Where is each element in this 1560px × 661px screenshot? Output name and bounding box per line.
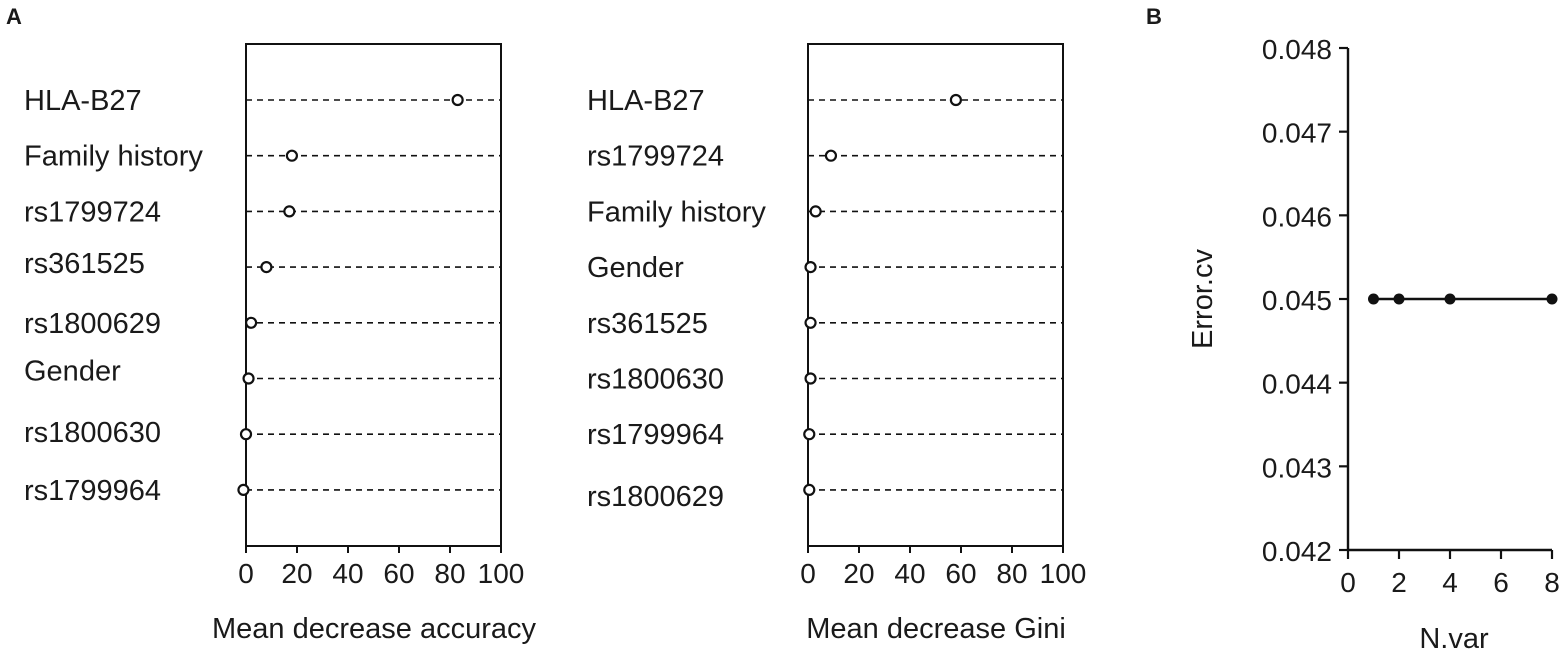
- x-tick-label: 20: [281, 558, 312, 589]
- x-tick-label: 6: [1493, 567, 1509, 598]
- x-tick-label: 8: [1544, 567, 1560, 598]
- y-tick-label: 0.048: [1262, 34, 1332, 65]
- y-tick-label: 0.043: [1262, 452, 1332, 483]
- category-label: rs1799724: [24, 196, 161, 228]
- x-tick-label: 2: [1391, 567, 1407, 598]
- x-tick-label: 0: [800, 558, 816, 589]
- x-tick-label: 0: [1340, 567, 1356, 598]
- x-tick-label: 0: [238, 558, 254, 589]
- category-label: Family history: [587, 196, 766, 228]
- category-label: rs361525: [24, 248, 145, 280]
- error-cv-line-chart: 0.042 0.043 0.044 0.045 0.046 0.047 0.048 0 2 4 6 8…: [1187, 34, 1560, 655]
- data-point: [283, 205, 296, 218]
- data-point: [1368, 293, 1379, 305]
- x-tick-label: 100: [1040, 558, 1087, 589]
- x-tick-label: 20: [843, 558, 874, 589]
- x-tick-label: 60: [383, 558, 414, 589]
- category-label: HLA-B27: [24, 85, 142, 117]
- category-label: rs1799964: [587, 419, 724, 451]
- plot-frame: [245, 43, 502, 547]
- data-point: [242, 372, 255, 385]
- data-point: [809, 205, 822, 218]
- category-label: rs1800630: [24, 417, 161, 449]
- x-axis-title: Mean decrease accuracy: [212, 613, 536, 645]
- x-tick-label: 4: [1442, 567, 1458, 598]
- y-tick-label: 0.046: [1262, 201, 1332, 232]
- x-tick-label: 40: [332, 558, 363, 589]
- data-point: [824, 149, 838, 162]
- plot-frame: [807, 43, 1064, 547]
- data-point: [804, 372, 817, 385]
- category-label: Family history: [24, 141, 203, 173]
- category-label: Gender: [587, 252, 684, 284]
- y-axis-title: Error.cv: [1187, 249, 1219, 349]
- x-tick-label: 100: [478, 558, 525, 589]
- data-point: [239, 428, 253, 441]
- data-point: [260, 261, 273, 274]
- x-tick-label: 80: [996, 558, 1027, 589]
- y-tick-label: 0.042: [1262, 536, 1332, 567]
- data-point: [804, 316, 817, 329]
- category-label: rs1799724: [587, 141, 724, 173]
- x-tick-label: 60: [945, 558, 976, 589]
- category-label: rs1800630: [587, 364, 724, 396]
- category-label: rs361525: [587, 308, 708, 340]
- x-tick-label: 80: [434, 558, 465, 589]
- data-point: [245, 316, 258, 329]
- data-point: [803, 428, 816, 441]
- data-point: [803, 483, 816, 496]
- y-tick-label: 0.045: [1262, 285, 1332, 316]
- x-axis-title: N.var: [1419, 623, 1489, 655]
- panel-a-letter: A: [6, 4, 22, 29]
- y-tick-label: 0.044: [1262, 369, 1332, 400]
- gini-dotplot: HLA-B27 rs1799724 Family history Gender rs36…: [587, 43, 1087, 645]
- data-point: [237, 483, 250, 496]
- data-point: [949, 93, 963, 107]
- category-label: rs1800629: [587, 481, 724, 513]
- y-tick-label: 0.047: [1262, 118, 1332, 149]
- data-point: [285, 149, 298, 162]
- data-point: [1393, 293, 1405, 305]
- data-point: [451, 93, 464, 107]
- x-tick-label: 40: [894, 558, 925, 589]
- category-label: HLA-B27: [587, 85, 705, 117]
- accuracy-dotplot: HLA-B27 Family history rs1799724 rs361525 rs…: [24, 43, 536, 645]
- category-label: rs1800629: [24, 308, 161, 340]
- data-point: [804, 261, 817, 274]
- category-label: Gender: [24, 356, 121, 388]
- x-axis-title: Mean decrease Gini: [806, 613, 1066, 645]
- data-point: [1546, 293, 1558, 305]
- category-label: rs1799964: [24, 475, 161, 507]
- panel-b-letter: B: [1146, 4, 1162, 29]
- data-point: [1444, 293, 1456, 305]
